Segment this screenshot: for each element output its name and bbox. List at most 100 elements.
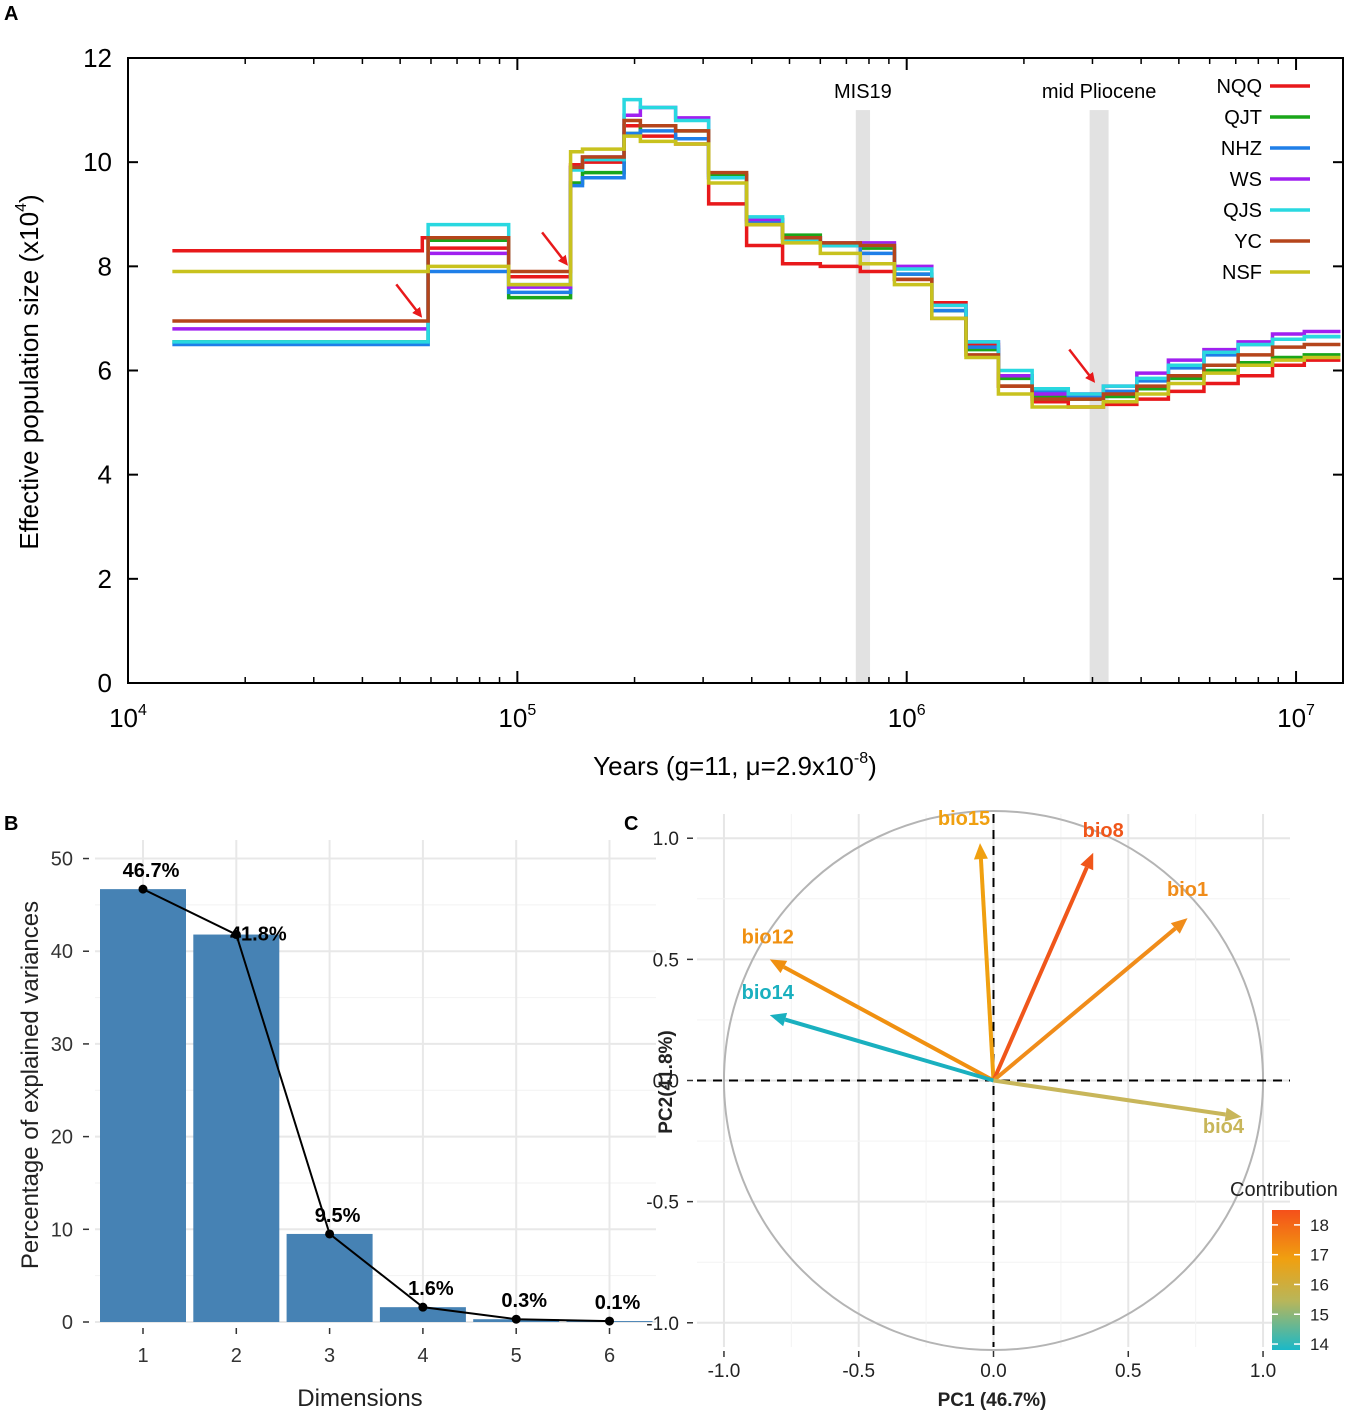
loading-arrow-head [1080,852,1094,871]
x-tick-label: 6 [604,1345,615,1367]
panel-b-scree-chart: 46.7% 41.8% 9.5% 1.6% 0.3% 0.1% 0 10 20 30 40 50 1… [17,840,656,1412]
band-label: MIS19 [834,81,892,103]
panel-b-ylabel: Percentage of explained variances [17,901,44,1269]
y-tick-label: 6 [98,356,112,386]
x-tick-label: 1 [137,1345,148,1367]
trend-point [325,1229,335,1239]
series-line [172,118,1341,401]
y-tick-label: 0 [98,668,112,698]
loading-arrow [993,1078,1226,1117]
series-line [172,123,1341,409]
y-tick-label: 0.5 [653,950,679,971]
x-tick-label: 107 [1277,702,1315,733]
panel-a-frame [127,57,1344,684]
colorbar-tick-label: 17 [1310,1246,1329,1265]
x-tick-label: 2 [231,1345,242,1367]
annotation-arrow [1068,348,1096,383]
x-tick-label: 0.5 [1115,1361,1141,1382]
trend-point [418,1302,428,1312]
legend-label: NQQ [1216,76,1262,98]
y-tick-label: 20 [51,1127,73,1149]
y-tick-label: 0 [62,1312,73,1334]
y-tick-label: -1.0 [646,1314,679,1335]
bar [193,934,280,1322]
loading-arrow [991,866,1089,1082]
y-tick-label: 12 [83,43,112,73]
legend-label: WS [1230,169,1262,191]
x-tick-label: 105 [498,702,536,733]
colorbar-tick-label: 16 [1310,1275,1329,1294]
series-line [172,129,1341,399]
legend-label: NSF [1222,262,1262,284]
variable-label: bio15 [938,808,990,830]
loading-arrow-head [1170,918,1188,934]
variable-label: bio14 [742,982,795,1004]
trend-point [511,1314,521,1324]
y-tick-label: 8 [98,251,112,281]
y-tick-label: 4 [98,460,112,490]
legend-label: QJS [1223,200,1262,222]
panel-c-pca-circle: bio15 bio8 bio1 bio12 bio14 bio4 -1.0 -0.5 0.0 0… [646,808,1338,1411]
y-tick-label: 30 [51,1034,73,1056]
legend-label: YC [1234,231,1262,253]
data-label: 9.5% [315,1205,361,1227]
shaded-band [855,110,871,684]
loading-arrow [992,926,1177,1083]
data-label: 41.8% [230,924,287,946]
colorbar-tick-label: 14 [1310,1335,1329,1354]
x-tick-label: -1.0 [708,1361,741,1382]
data-label: 0.3% [501,1290,547,1312]
loading-arrow [782,965,995,1083]
y-tick-label: 10 [51,1219,73,1241]
colorbar-gradient [1272,1210,1300,1350]
data-label: 46.7% [123,860,180,882]
panel-a-xlabel: Years (g=11, μ=2.9x10-8) [593,750,877,781]
loading-arrow-head [1224,1107,1242,1122]
colorbar-title: Contribution [1230,1179,1338,1201]
y-tick-label: 50 [51,849,73,871]
series-line [172,123,1341,401]
panel-b-xlabel: Dimensions [297,1385,422,1412]
y-tick-label: 1.0 [653,829,679,850]
y-tick-label: 10 [83,147,112,177]
data-label: 1.6% [408,1278,454,1300]
loading-arrow-head [973,843,988,860]
colorbar-tick-label: 15 [1310,1305,1329,1324]
variable-label: bio1 [1167,879,1208,901]
trend-point [231,930,241,940]
panel-a-psmc-chart: MIS19 mid Pliocene 0 2 4 6 8 10 12 104 105 106 107… [13,43,1344,781]
panel-label-a: A [4,3,18,25]
trend-point [605,1316,614,1326]
loading-arrow-head [769,1012,788,1027]
x-tick-label: 3 [324,1345,335,1367]
panel-label-b: B [4,813,18,835]
annotation-arrow [541,231,568,266]
y-tick-label: 2 [98,564,112,594]
x-tick-label: 104 [109,702,147,733]
loading-arrow [978,858,996,1081]
trend-line [142,888,610,1323]
trend-point [138,884,148,894]
panel-a-ylabel: Effective population size (x104) [13,194,44,549]
colorbar-tick-label: 18 [1310,1216,1329,1235]
y-tick-label: 0.0 [653,1072,679,1093]
panel-label-c: C [624,813,638,835]
loading-arrow [784,1017,995,1083]
band-label: mid Pliocene [1042,81,1157,103]
variable-label: bio4 [1203,1116,1245,1138]
legend-label: NHZ [1221,138,1262,160]
x-tick-label: 106 [888,702,926,733]
variable-label: bio8 [1083,820,1124,842]
bar [100,889,186,1322]
x-tick-label: 1.0 [1250,1361,1276,1382]
x-tick-label: 5 [511,1345,522,1367]
data-label: 0.1% [595,1292,641,1314]
series-line [172,134,1341,409]
panel-c-ylabel: PC2(41.8%) [656,1030,677,1134]
x-tick-label: 0.0 [980,1361,1006,1382]
bar [286,1233,373,1322]
x-tick-label: -0.5 [842,1361,875,1382]
legend-label: QJT [1224,107,1262,129]
y-tick-label: 40 [51,941,73,963]
